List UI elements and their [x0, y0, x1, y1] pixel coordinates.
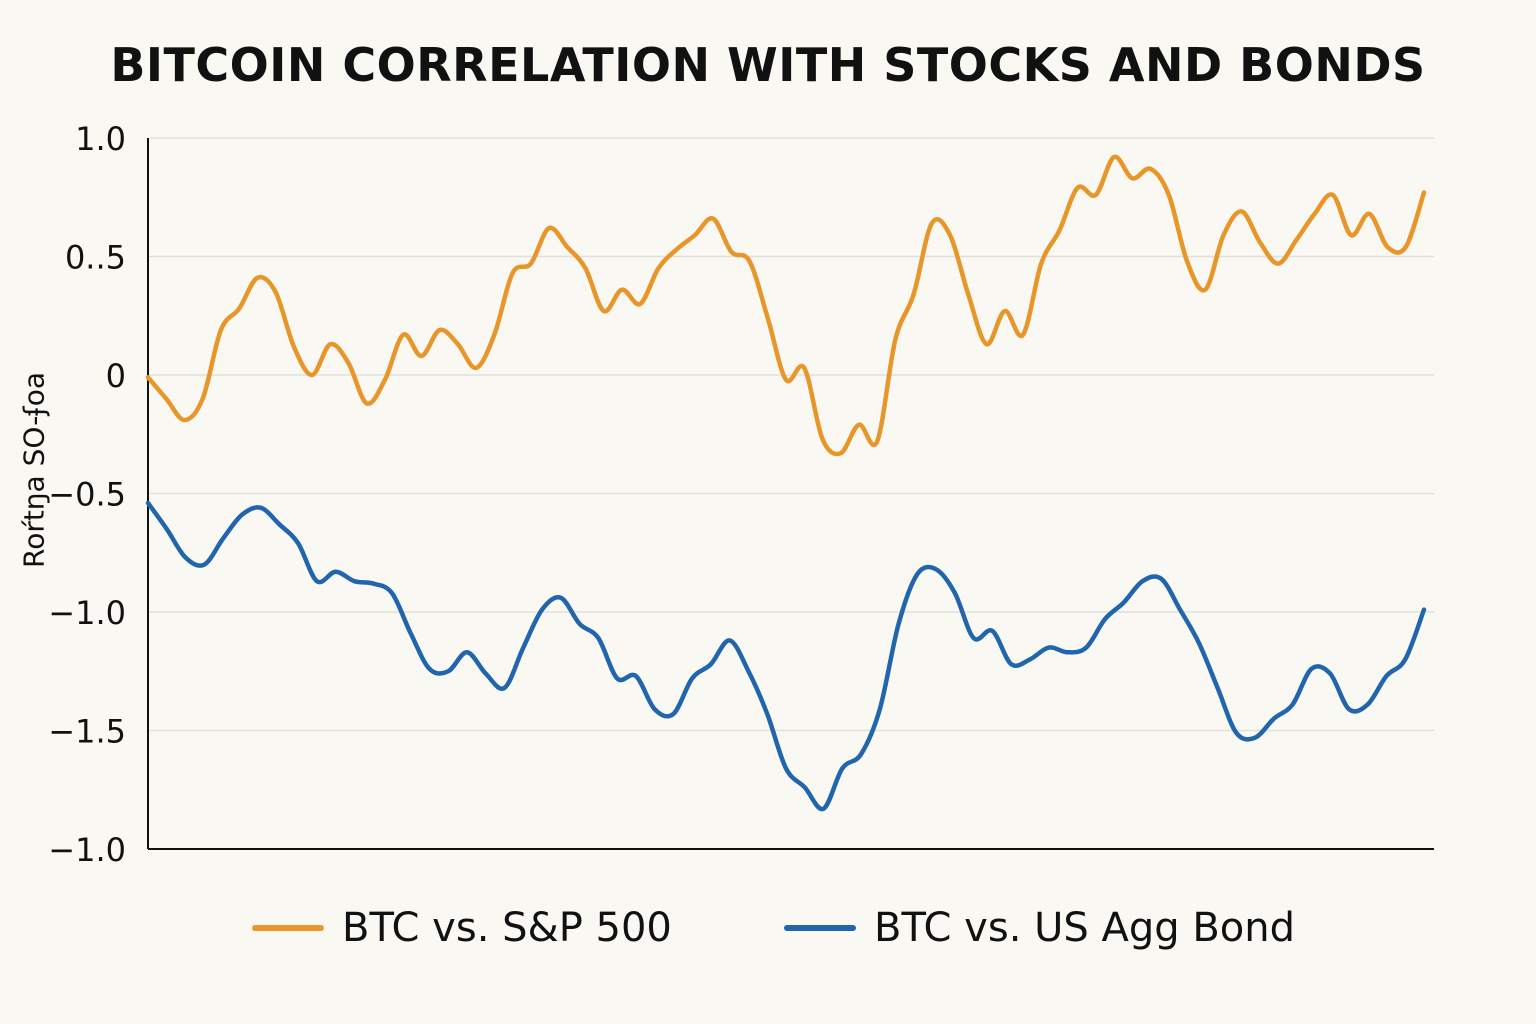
y-tick-label: 0..5: [65, 239, 126, 277]
legend-label-bond: BTC vs. US Agg Bond: [874, 905, 1296, 951]
y-tick-label: −1.5: [48, 713, 126, 751]
y-tick-label: 1.0: [75, 120, 126, 158]
y-tick-label: −0.5: [48, 476, 126, 514]
legend-swatch-bond: [784, 925, 856, 931]
chart-title: BITCOIN CORRELATION WITH STOCKS AND BOND…: [110, 38, 1426, 92]
y-axis-label: Roŕtŋa SO-ʄoa: [17, 371, 51, 569]
series-line-bond: [145, 500, 1427, 812]
y-tick-label: 0: [106, 357, 126, 395]
legend-item-bond: BTC vs. US Agg Bond: [784, 905, 1295, 951]
series-line-sp500: [145, 154, 1427, 457]
y-tick-label: −1.0: [48, 594, 126, 632]
legend-label-sp500: BTC vs. S&P 500: [342, 905, 672, 951]
legend-item-sp500: BTC vs. S&P 500: [252, 905, 672, 951]
y-tick-label: −1.0: [48, 831, 126, 869]
legend-swatch-sp500: [252, 925, 324, 931]
